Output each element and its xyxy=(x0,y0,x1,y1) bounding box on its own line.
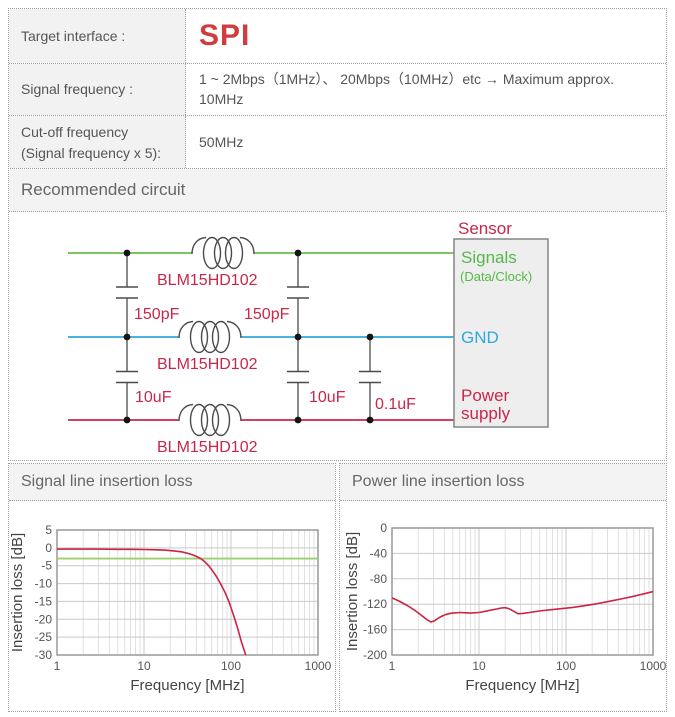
ferrite-label-signal: BLM15HD102 xyxy=(157,272,258,289)
ferrite-bead-power xyxy=(178,403,242,437)
capacitor-stems xyxy=(126,253,371,420)
row-value-target-interface: SPI xyxy=(186,9,666,63)
svg-text:-20: -20 xyxy=(35,612,53,626)
power-loss-chart-svg: 1 10 100 1000 0 -40 -80 -120 -160 -200 Frequency [… xyxy=(344,521,667,694)
row-label-signal-frequency: Signal frequency : xyxy=(9,64,186,116)
circuit-panel-title: Recommended circuit xyxy=(9,169,666,212)
svg-text:Frequency [MHz]: Frequency [MHz] xyxy=(130,677,244,694)
svg-text:10: 10 xyxy=(137,659,151,673)
capacitor-150pF-left xyxy=(115,286,139,299)
cap-label-10uF-right: 10uF xyxy=(309,389,346,406)
capacitor-10uF-right xyxy=(286,370,310,384)
capacitor-10uF-left xyxy=(115,370,139,384)
port-signals-sublabel: (Data/Clock) xyxy=(460,269,532,284)
svg-text:0: 0 xyxy=(380,521,387,535)
svg-text:Frequency [MHz]: Frequency [MHz] xyxy=(465,677,579,694)
power-loss-chart: 1 10 100 1000 0 -40 -80 -120 -160 -200 Frequency [… xyxy=(340,501,667,711)
svg-text:-200: -200 xyxy=(363,648,387,662)
svg-text:-10: -10 xyxy=(35,577,53,591)
table-row: Target interface : SPI xyxy=(9,9,666,64)
svg-text:100: 100 xyxy=(556,659,576,673)
port-power-label-line2: supply xyxy=(461,404,511,423)
spec-table: Target interface : SPI Signal frequency … xyxy=(8,8,667,172)
ferrite-bead-gnd xyxy=(178,320,242,354)
svg-text:-5: -5 xyxy=(41,559,52,573)
sensor-box xyxy=(453,238,549,428)
row-label-target-interface: Target interface : xyxy=(9,9,186,63)
row-value-signal-frequency: 1 ~ 2Mbps（1MHz）、 20Mbps（10MHz）etc → Maxi… xyxy=(199,71,615,107)
svg-text:Insertion loss [dB]: Insertion loss [dB] xyxy=(344,532,361,651)
power-chart-title: Power line insertion loss xyxy=(340,464,666,501)
row-value-cutoff-frequency: 50MHz xyxy=(199,134,244,151)
svg-text:Insertion loss [dB]: Insertion loss [dB] xyxy=(9,533,26,652)
spi-value: SPI xyxy=(199,19,251,52)
svg-text:-25: -25 xyxy=(35,630,53,644)
svg-text:-120: -120 xyxy=(363,597,387,611)
svg-text:1: 1 xyxy=(54,659,61,673)
ferrite-label-power: BLM15HD102 xyxy=(157,439,258,456)
svg-text:10: 10 xyxy=(472,659,486,673)
port-gnd-label: GND xyxy=(461,328,499,347)
cap-label-10uF-left: 10uF xyxy=(135,389,172,406)
cap-label-150pF-right: 150pF xyxy=(244,306,290,323)
svg-text:1: 1 xyxy=(389,659,396,673)
circuit-diagram: Sensor Signals (Data/Clock) GND Power su… xyxy=(9,212,666,460)
svg-text:100: 100 xyxy=(221,659,241,673)
recommended-circuit-panel: Recommended circuit xyxy=(8,168,667,461)
row-label-cutoff-frequency: Cut-off frequency (Signal frequency x 5)… xyxy=(9,116,186,171)
table-row: Signal frequency : 1 ~ 2Mbps（1MHz）、 20Mb… xyxy=(9,64,666,117)
cap-label-0p1uF: 0.1uF xyxy=(375,396,416,413)
capacitor-0p1uF xyxy=(358,370,382,384)
svg-text:-40: -40 xyxy=(370,546,388,560)
cap-label-150pF-left: 150pF xyxy=(134,306,180,323)
svg-text:-80: -80 xyxy=(370,572,388,586)
ferrite-bead-signal xyxy=(191,236,255,270)
power-loss-panel: Power line insertion loss 1 10 100 1000 0 -40… xyxy=(339,463,667,712)
capacitor-150pF-right xyxy=(286,286,310,299)
svg-text:-15: -15 xyxy=(35,594,53,608)
circuit-svg: Sensor Signals (Data/Clock) GND Power su… xyxy=(68,219,549,456)
signal-loss-chart: 1 10 100 1000 5 0 -5 -10 -15 -20 -25 -30 Frequency [… xyxy=(9,501,335,711)
svg-text:-160: -160 xyxy=(363,623,387,637)
signal-loss-panel: Signal line insertion loss 1 10 100 1000 5 0 -… xyxy=(8,463,336,712)
svg-text:1000: 1000 xyxy=(305,659,332,673)
signal-chart-title: Signal line insertion loss xyxy=(9,464,335,501)
svg-text:5: 5 xyxy=(45,523,52,537)
ferrite-label-gnd: BLM15HD102 xyxy=(157,356,258,373)
port-signals-label: Signals xyxy=(461,248,517,267)
table-row: Cut-off frequency (Signal frequency x 5)… xyxy=(9,116,666,171)
svg-text:-30: -30 xyxy=(35,648,53,662)
signal-loss-chart-svg: 1 10 100 1000 5 0 -5 -10 -15 -20 -25 -30 Frequency [… xyxy=(9,523,332,694)
sensor-title: Sensor xyxy=(458,219,512,238)
svg-text:1000: 1000 xyxy=(640,659,666,673)
junction-dots xyxy=(123,249,374,424)
port-power-label-line1: Power xyxy=(461,386,510,405)
svg-text:0: 0 xyxy=(45,541,52,555)
